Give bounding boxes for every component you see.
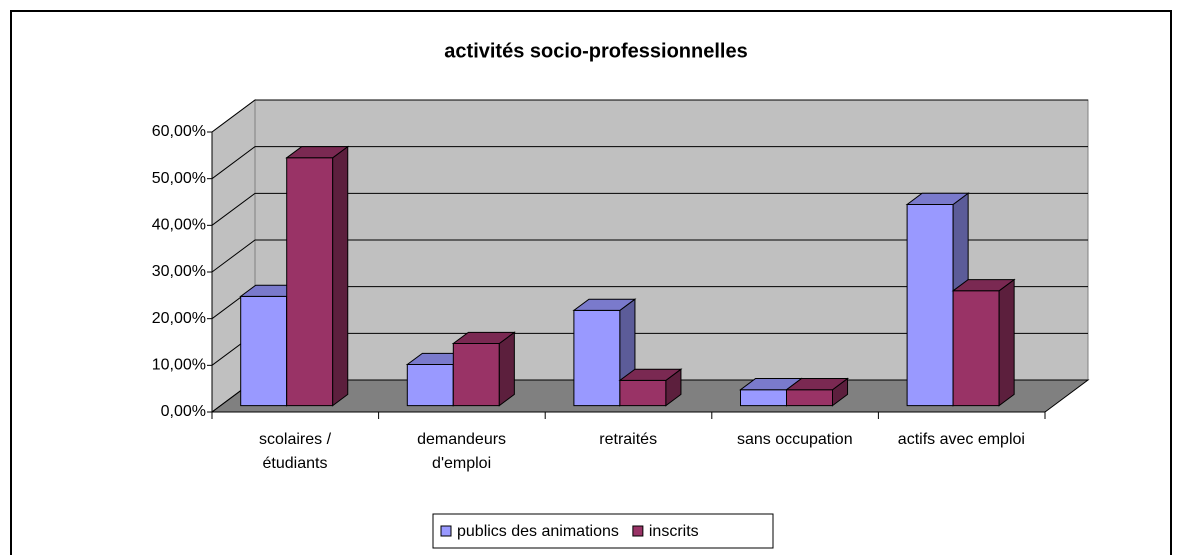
bar [285,145,350,407]
bar-top [784,378,850,391]
x-tick-label: sans occupation [736,431,853,448]
legend-label: inscrits [649,523,699,540]
y-tick-label: 30,00% [152,263,206,280]
legend-label: publics des animations [457,523,619,540]
bar-front [906,203,954,407]
bar [951,278,1016,407]
grid-line [211,239,1088,273]
grid-line [211,146,1088,180]
bar-front [573,309,621,407]
bar-side [498,331,515,407]
bar [784,377,850,407]
y-tick-label: 40,00% [152,217,206,234]
bar-top [285,146,350,159]
bar-front [740,389,787,407]
x-tick-label: retraités [599,431,658,448]
bar-side [332,145,349,407]
x-tick-label: actifs avec emploi [897,431,1025,448]
y-tick-label: 10,00% [152,357,206,374]
bar-front [406,364,454,407]
grid-line [211,192,1088,226]
x-tick-label: demandeurs d'emploi [417,431,507,472]
bar-top [572,298,637,311]
bar-front [286,157,334,407]
y-tick-label: 60,00% [152,123,206,140]
legend: publics des animations inscrits [432,513,774,549]
bar-top [905,192,970,205]
bar-side [998,278,1015,407]
bar [618,368,683,407]
bar-front [452,343,500,407]
x-tick-label: scolaires / étudiants [258,431,332,472]
grid-line [211,99,1088,133]
bar-top [951,279,1016,292]
bar-front [786,389,833,407]
y-tick-label: 0,00% [161,403,206,420]
legend-swatch [632,525,644,537]
bar-top [618,368,683,381]
y-tick-label: 20,00% [152,310,206,327]
bar [451,331,516,407]
legend-box [432,513,774,549]
bar-front [952,290,1000,407]
bar-front [240,295,288,407]
legend-swatch [440,525,452,537]
bar-top [451,331,516,345]
y-tick-label: 50,00% [152,170,206,187]
chart-title: activités socio-professionnelles [444,40,747,62]
bar-front [619,379,667,407]
